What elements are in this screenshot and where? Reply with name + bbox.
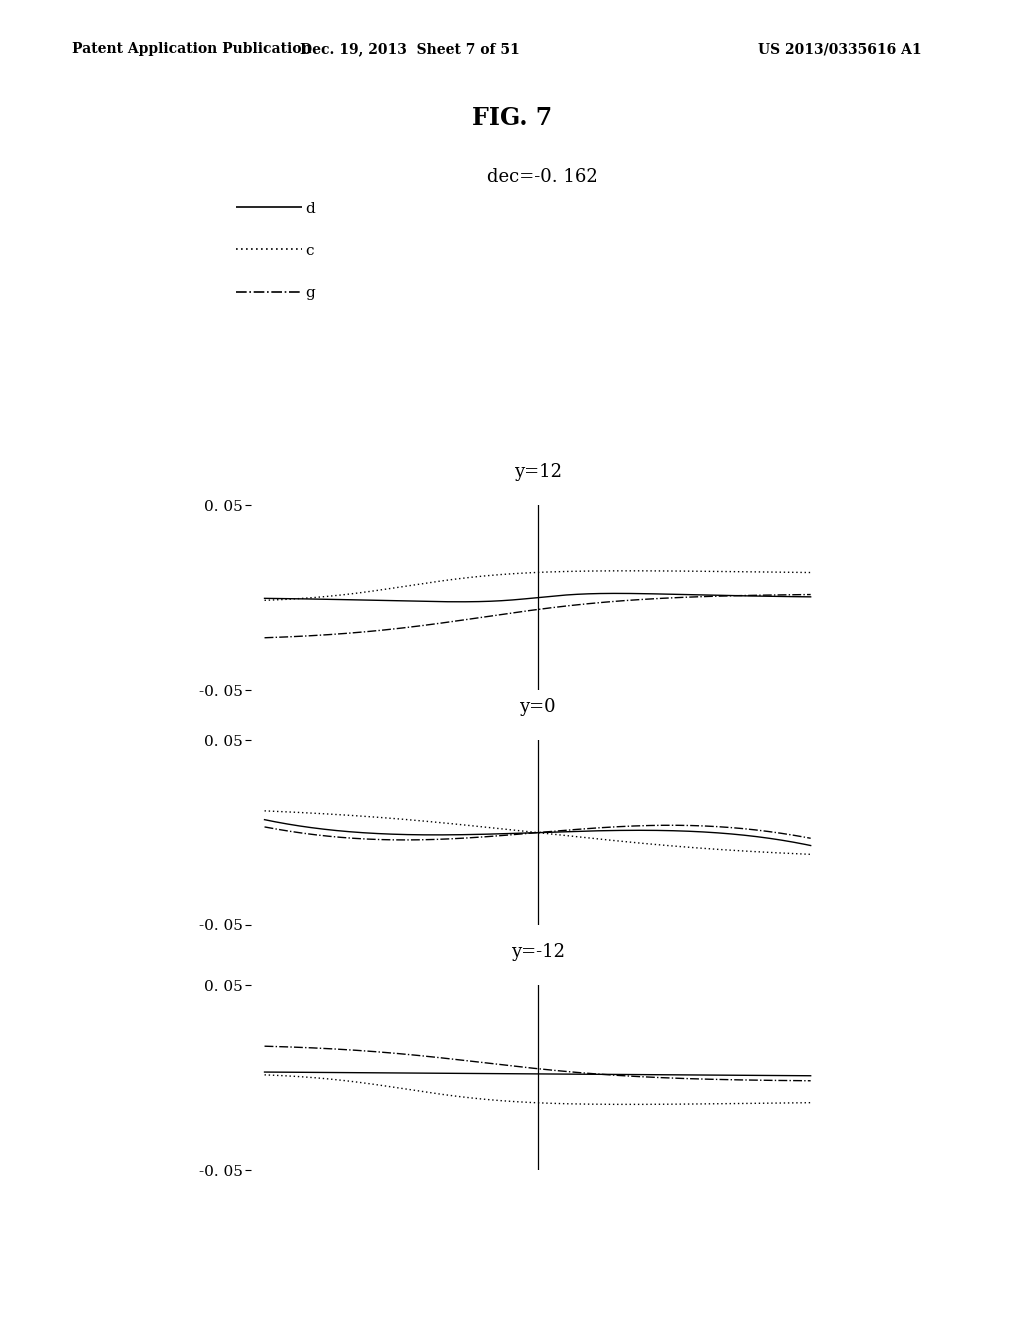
- Text: y=-12: y=-12: [511, 944, 564, 961]
- Text: dec=-0. 162: dec=-0. 162: [487, 168, 598, 186]
- Text: g: g: [305, 286, 315, 300]
- Text: y=0: y=0: [519, 698, 556, 717]
- Text: Patent Application Publication: Patent Application Publication: [72, 42, 311, 57]
- Text: y=12: y=12: [514, 463, 561, 482]
- Text: d: d: [305, 202, 315, 215]
- Text: US 2013/0335616 A1: US 2013/0335616 A1: [758, 42, 922, 57]
- Text: Dec. 19, 2013  Sheet 7 of 51: Dec. 19, 2013 Sheet 7 of 51: [300, 42, 519, 57]
- Text: FIG. 7: FIG. 7: [472, 106, 552, 129]
- Text: c: c: [305, 244, 313, 257]
